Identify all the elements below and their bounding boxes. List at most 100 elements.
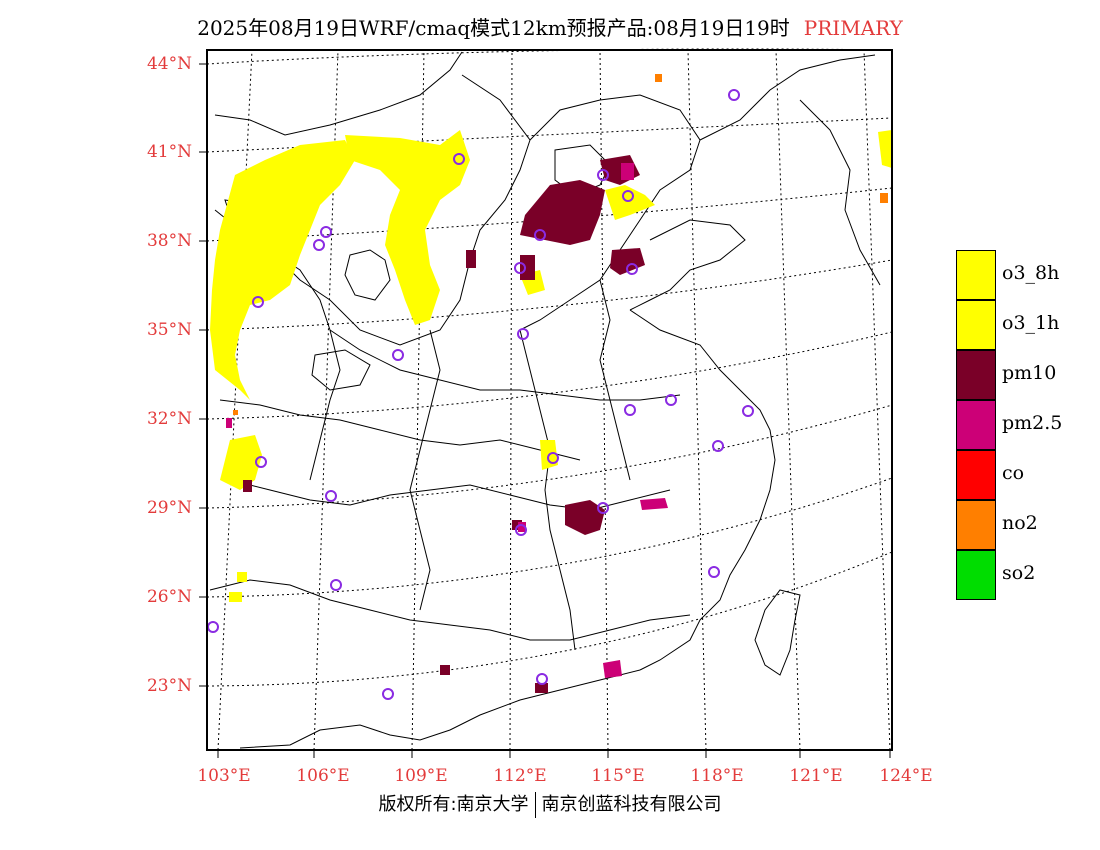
border-ne <box>699 54 876 141</box>
grid-lon-112 <box>509 49 513 751</box>
legend-swatch <box>956 550 996 600</box>
o3-area-east-edge <box>878 130 892 168</box>
legend-label: no2 <box>1002 512 1038 534</box>
legend-swatch <box>956 500 996 550</box>
pm25-area-2 <box>603 660 622 678</box>
legend-label: o3_8h <box>1002 262 1060 284</box>
border-region-b <box>344 249 391 301</box>
border-liaoning <box>799 99 881 286</box>
lon-label-112: 112°E <box>493 766 547 786</box>
lon-label-103: 103°E <box>197 766 251 786</box>
border-central-1 <box>329 329 681 401</box>
station-marker <box>392 349 404 361</box>
lat-label-38: 38°N <box>146 231 192 251</box>
grid-lon-121 <box>775 49 801 751</box>
no2-areas <box>233 74 888 415</box>
station-marker <box>742 405 754 417</box>
no2-spot-3 <box>233 410 238 415</box>
border-east-1 <box>599 279 631 481</box>
legend-swatch <box>956 400 996 450</box>
boundaries <box>209 51 881 749</box>
station-marker <box>622 190 634 202</box>
lon-label-109: 109°E <box>394 766 448 786</box>
station-marker <box>330 579 342 591</box>
legend-label: pm2.5 <box>1002 412 1063 434</box>
pm10-area-jiangxi <box>565 500 605 535</box>
no2-spot-1 <box>655 74 662 82</box>
legend-swatch <box>956 450 996 500</box>
station-marker <box>665 394 677 406</box>
border-region-c <box>311 349 371 391</box>
border-west-1 <box>269 249 341 481</box>
title-tag: PRIMARY <box>803 16 903 40</box>
o3-area-northwest <box>210 140 355 400</box>
pm25-area-3 <box>621 163 634 180</box>
grid-lon-106 <box>313 49 339 751</box>
grid-lon-103 <box>217 49 253 751</box>
station-marker <box>515 524 527 536</box>
lon-label-118: 118°E <box>690 766 744 786</box>
pm10-area-small-5 <box>243 480 252 492</box>
grid-lon-118 <box>687 49 707 751</box>
station-marker <box>547 452 559 464</box>
station-marker <box>255 456 267 468</box>
border-central-2 <box>219 399 581 461</box>
lat-label-26: 26°N <box>146 587 192 607</box>
map-frame <box>206 49 893 751</box>
lat-label-35: 35°N <box>146 320 192 340</box>
station-marker <box>514 262 526 274</box>
o3-area-small-3 <box>229 592 242 602</box>
taiwan-outline <box>754 589 801 676</box>
grid-lat-35 <box>206 259 893 331</box>
border-west-2 <box>409 329 441 611</box>
o3-area-bohai <box>605 185 655 220</box>
station-marker <box>597 169 609 181</box>
legend-swatch <box>956 300 996 350</box>
footer-company: 南京创蓝科技有限公司 <box>541 794 722 815</box>
footer-copyright: 版权所有:南京大学 <box>378 794 529 815</box>
station-markers <box>207 89 754 700</box>
pm10-area-small-2 <box>466 250 476 268</box>
station-marker <box>597 502 609 514</box>
footer-separator <box>534 792 536 818</box>
station-marker <box>728 89 740 101</box>
title-text: 2025年08月19日WRF/cmaq模式12km预报产品:08月19日19时 <box>197 16 790 40</box>
pm10-area-small-4 <box>535 683 548 693</box>
pm10-area-hebei <box>520 180 605 245</box>
legend-swatch <box>956 250 996 300</box>
grid-lat-29 <box>206 404 893 509</box>
axis-ticks <box>199 63 891 758</box>
lon-label-124: 124°E <box>879 766 933 786</box>
station-marker <box>252 296 264 308</box>
station-marker <box>325 490 337 502</box>
station-marker <box>320 226 332 238</box>
grid-lon-109 <box>411 49 425 751</box>
grid-lat-26 <box>206 477 893 598</box>
figure-title: 2025年08月19日WRF/cmaq模式12km预报产品:08月19日19时 P… <box>0 12 1100 41</box>
station-marker <box>382 688 394 700</box>
o3-area-loess <box>345 130 470 325</box>
station-marker <box>453 153 465 165</box>
o3-areas <box>210 130 892 602</box>
no2-spot-2 <box>880 193 888 203</box>
station-marker <box>626 263 638 275</box>
station-marker <box>708 566 720 578</box>
o3-area-sichuan <box>220 435 262 490</box>
station-marker <box>517 328 529 340</box>
border-shandong <box>629 219 746 311</box>
lat-label-32: 32°N <box>146 409 192 429</box>
station-marker <box>624 404 636 416</box>
legend-label: pm10 <box>1002 362 1057 384</box>
legend-label: co <box>1002 462 1025 484</box>
pm10-area-small-1 <box>520 255 535 280</box>
lat-label-23: 23°N <box>146 676 192 696</box>
station-marker <box>536 673 548 685</box>
pm25-area-4 <box>226 418 232 428</box>
station-marker <box>534 229 546 241</box>
border-beijing <box>554 144 611 196</box>
border-north <box>214 51 463 136</box>
lon-label-115: 115°E <box>591 766 645 786</box>
lat-label-41: 41°N <box>146 142 192 162</box>
lon-label-106: 106°E <box>296 766 350 786</box>
